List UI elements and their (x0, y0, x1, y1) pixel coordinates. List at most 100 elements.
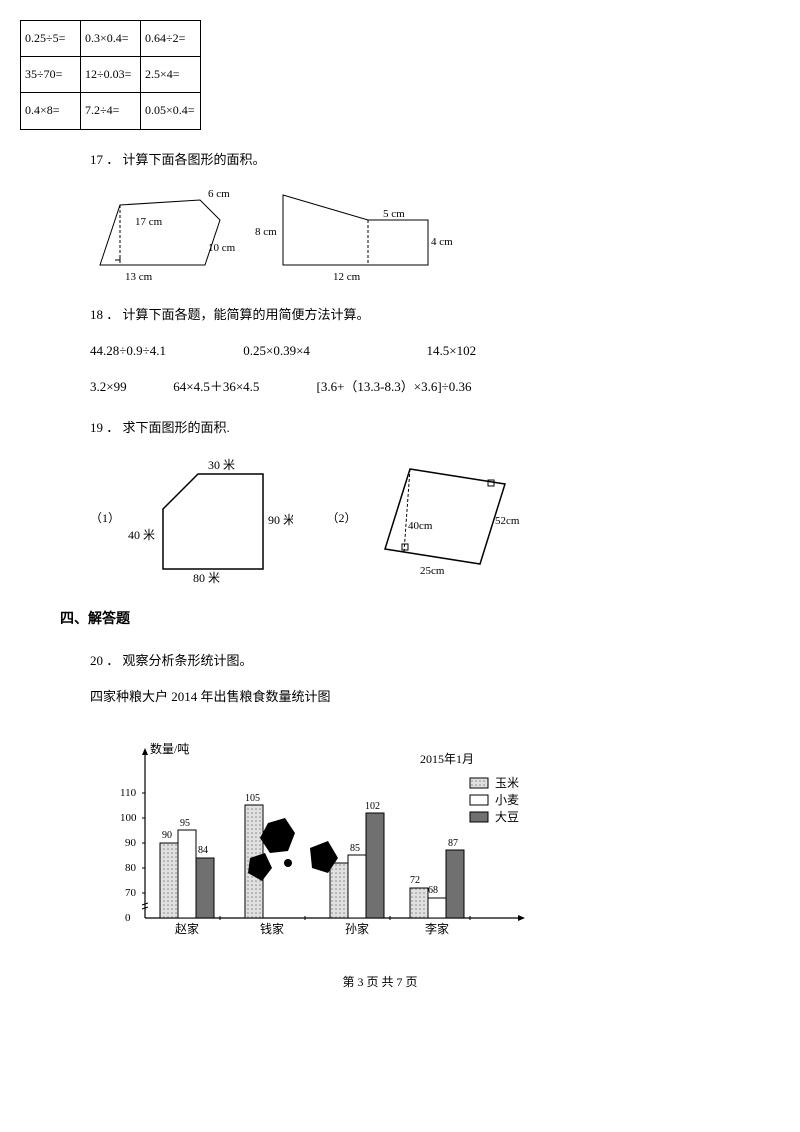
label-top: 30 米 (208, 458, 235, 472)
label-inner: 40cm (408, 520, 433, 532)
label-left: 8 cm (255, 226, 277, 238)
bar-label: 87 (448, 838, 458, 849)
figure-17a: 6 cm 17 cm 10 cm 13 cm (90, 185, 250, 285)
ytick: 90 (125, 837, 137, 849)
section-4-header: 四、解答题 (60, 609, 740, 631)
expr: 14.5×102 (427, 341, 477, 362)
table-cell: 2.5×4= (141, 57, 201, 93)
figure-19b: 52cm 40cm 25cm (360, 454, 530, 584)
table-cell: 0.25÷5= (21, 21, 81, 57)
table-row: 0.25÷5= 0.3×0.4= 0.64÷2= (21, 21, 201, 57)
fig-label-2: （2） (327, 509, 357, 528)
bar-sun-bean (366, 813, 384, 918)
bar-li-bean (446, 850, 464, 918)
figure-19a: 30 米 40 米 90 米 80 米 (123, 454, 293, 584)
bar-label: 102 (365, 801, 380, 812)
bar-label: 68 (428, 885, 438, 896)
calculation-table: 0.25÷5= 0.3×0.4= 0.64÷2= 35÷70= 12÷0.03=… (20, 20, 201, 130)
expr: 64×4.5＋36×4.5 (173, 377, 313, 398)
figure-17-row: 6 cm 17 cm 10 cm 13 cm 5 cm 8 cm 4 cm 12… (90, 185, 740, 285)
question-number: 18 (90, 307, 103, 322)
cat-qian: 钱家 (260, 921, 284, 936)
legend-wheat: 小麦 (495, 793, 519, 807)
bar-label: 105 (245, 793, 260, 804)
y-axis-label: 数量/吨 (150, 741, 189, 756)
figure-19-row: （1） 30 米 40 米 90 米 80 米 （2） 52cm 40cm 25… (90, 454, 740, 584)
label-bottom: 25cm (420, 565, 445, 577)
table-cell: 0.4×8= (21, 93, 81, 129)
cat-zhao: 赵家 (175, 921, 199, 936)
ytick: 100 (120, 812, 137, 824)
table-cell: 0.05×0.4= (141, 93, 201, 129)
question-sep: ． (106, 653, 119, 668)
label-right: 90 米 (268, 513, 293, 527)
bar-chart: 0 70 80 90 100 110 数量/吨 2015年1月 玉米 小麦 大豆… (90, 723, 590, 953)
ink-blot-icon (284, 859, 292, 867)
question-sep: ． (106, 152, 119, 167)
bar-zhao-wheat (178, 830, 196, 918)
page-footer: 第 3 页 共 7 页 (20, 973, 740, 992)
label-right: 52cm (495, 515, 520, 527)
chart-date: 2015年1月 (420, 752, 474, 766)
cat-sun: 孙家 (345, 921, 369, 936)
ytick: 0 (125, 912, 131, 924)
legend-corn: 玉米 (495, 776, 519, 790)
question-number: 17 (90, 152, 103, 167)
label-bottom: 12 cm (333, 271, 361, 283)
label-top: 6 cm (208, 188, 230, 200)
bar-li-wheat (428, 898, 446, 918)
cat-li: 李家 (425, 921, 449, 936)
question-sep: ． (106, 420, 119, 435)
label-right: 4 cm (431, 236, 453, 248)
label-bottom: 80 米 (193, 571, 220, 584)
fig-label-1: （1） (90, 509, 120, 528)
bar-sun-wheat (348, 855, 366, 918)
question-number: 19 (90, 420, 103, 435)
question-18: 18 ． 计算下面各题，能简算的用简便方法计算。 (90, 305, 740, 326)
question-text: 求下面图形的面积. (123, 420, 230, 435)
bar-label: 90 (162, 830, 172, 841)
label-right: 10 cm (208, 242, 236, 254)
question-20: 20 ． 观察分析条形统计图。 (90, 651, 740, 672)
question-17: 17 ． 计算下面各图形的面积。 (90, 150, 740, 171)
question-text: 观察分析条形统计图。 (123, 653, 253, 668)
bar-label: 84 (198, 845, 208, 856)
bar-li-corn (410, 888, 428, 918)
question-number: 20 (90, 653, 103, 668)
label-bottom: 13 cm (125, 271, 153, 283)
ink-blot-icon (260, 818, 295, 853)
bar-zhao-bean (196, 858, 214, 918)
bar-label: 72 (410, 875, 420, 886)
expr: 44.28÷0.9÷4.1 (90, 341, 240, 362)
label-left: 17 cm (135, 216, 163, 228)
q18-line2: 3.2×99 64×4.5＋36×4.5 [3.6+（13.3-8.3）×3.6… (90, 377, 740, 398)
bar-label: 85 (350, 843, 360, 854)
q20-subtitle: 四家种粮大户 2014 年出售粮食数量统计图 (90, 687, 740, 708)
label-top: 5 cm (383, 208, 405, 220)
figure-17b: 5 cm 8 cm 4 cm 12 cm (253, 185, 453, 285)
table-cell: 0.3×0.4= (81, 21, 141, 57)
question-text: 计算下面各题，能简算的用简便方法计算。 (123, 307, 370, 322)
bar-sun-corn (330, 863, 348, 918)
ytick: 80 (125, 862, 137, 874)
chart-container: 0 70 80 90 100 110 数量/吨 2015年1月 玉米 小麦 大豆… (90, 723, 740, 953)
q18-line1: 44.28÷0.9÷4.1 0.25×0.39×4 14.5×102 (90, 341, 740, 362)
question-text: 计算下面各图形的面积。 (123, 152, 266, 167)
label-left: 40 米 (128, 528, 155, 542)
table-row: 0.4×8= 7.2÷4= 0.05×0.4= (21, 93, 201, 129)
ytick: 110 (120, 787, 137, 799)
ytick: 70 (125, 887, 137, 899)
bar-label: 95 (180, 818, 190, 829)
table-cell: 35÷70= (21, 57, 81, 93)
bar-zhao-corn (160, 843, 178, 918)
legend-bean: 大豆 (495, 810, 519, 824)
expr: 3.2×99 (90, 377, 170, 398)
table-cell: 7.2÷4= (81, 93, 141, 129)
question-sep: ． (106, 307, 119, 322)
table-cell: 0.64÷2= (141, 21, 201, 57)
expr: 0.25×0.39×4 (243, 341, 423, 362)
table-row: 35÷70= 12÷0.03= 2.5×4= (21, 57, 201, 93)
expr: [3.6+（13.3-8.3）×3.6]÷0.36 (317, 377, 472, 398)
table-cell: 12÷0.03= (81, 57, 141, 93)
question-19: 19 ． 求下面图形的面积. (90, 418, 740, 439)
